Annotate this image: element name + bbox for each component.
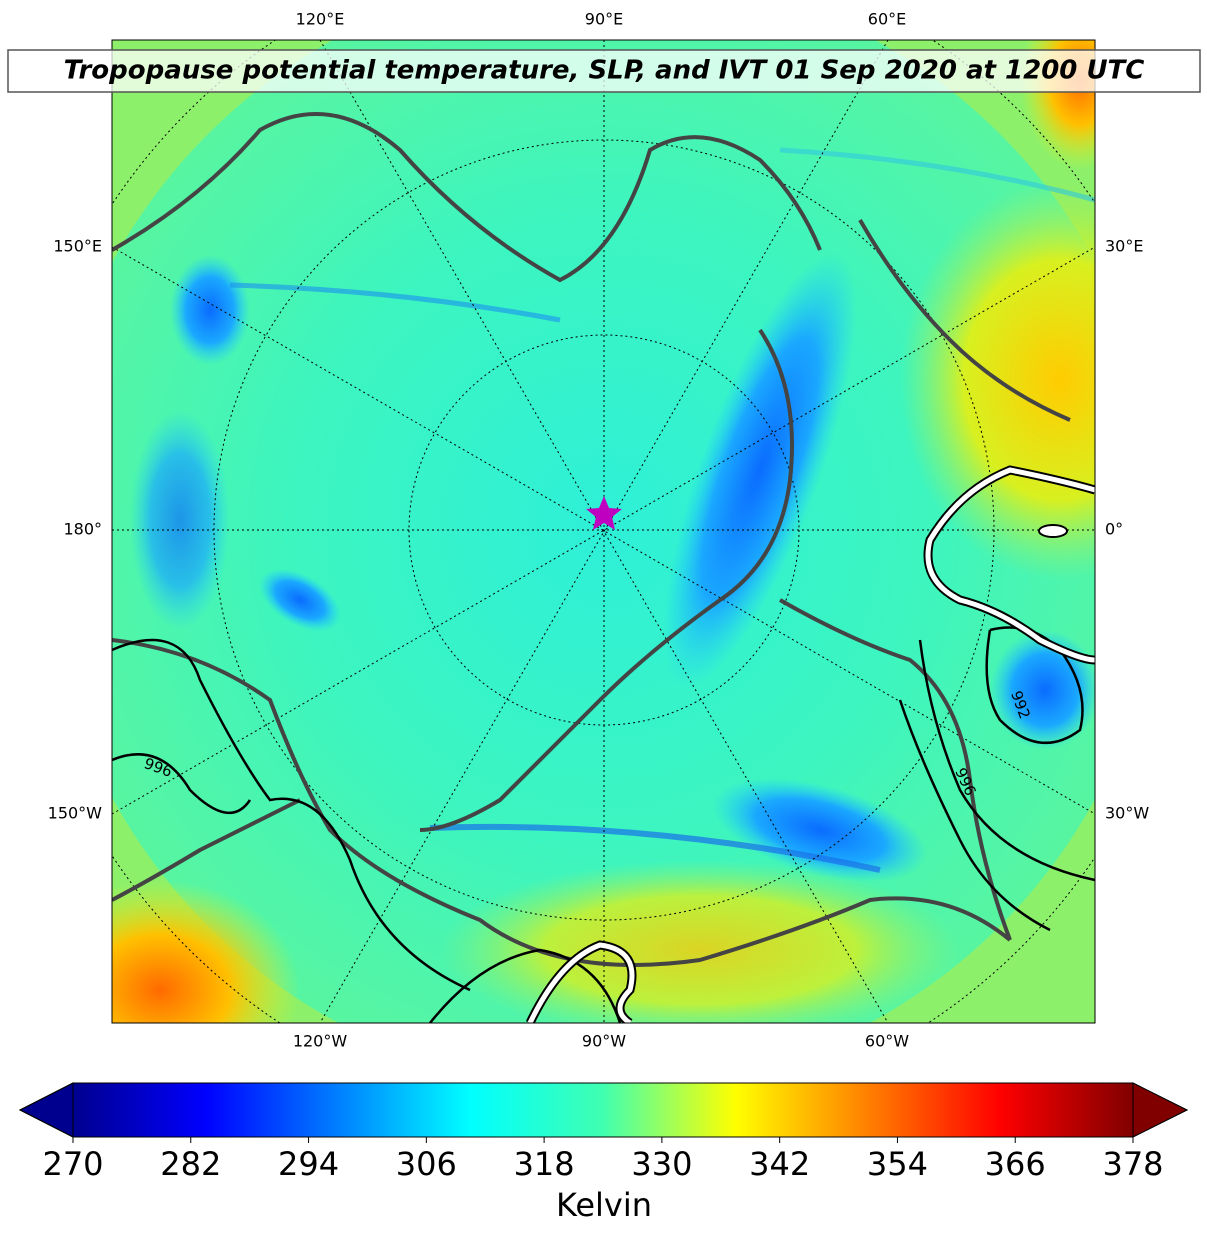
colorbar-tick-label: 330: [631, 1145, 692, 1183]
coastlines: [112, 112, 1071, 967]
title-box: [7, 49, 1201, 93]
colorbar-tick-label: 318: [514, 1145, 575, 1183]
colorbar-tick-label: 294: [278, 1145, 339, 1183]
colorbar-tick-label: 378: [1102, 1145, 1163, 1183]
lon-label: 30°W: [1105, 804, 1149, 823]
title: Tropopause potential temperature, SLP, a…: [64, 56, 1145, 86]
lon-label: 120°E: [296, 10, 345, 29]
lon-label: 180°: [63, 520, 102, 539]
lon-label: 120°W: [293, 1032, 348, 1051]
lon-label: 150°W: [48, 804, 103, 823]
colorbar-extend-high: [1132, 1082, 1189, 1138]
colorbar-extend-low: [18, 1082, 74, 1138]
colorbar-tick-label: 354: [867, 1145, 928, 1183]
slp-contours: [112, 626, 1095, 1023]
colorbar: [73, 1083, 1133, 1137]
colorbar-tick-label: 306: [396, 1145, 457, 1183]
graticule: [112, 40, 1095, 1023]
lon-label: 90°W: [582, 1032, 626, 1051]
colorbar-tick-label: 366: [985, 1145, 1046, 1183]
colorbar-tick-label: 342: [749, 1145, 810, 1183]
lon-label: 60°E: [868, 10, 906, 29]
lon-label: 0°: [1105, 520, 1123, 539]
pole-star: [586, 496, 622, 530]
lon-label: 150°E: [53, 237, 102, 256]
map-field: [112, 40, 1095, 1023]
map-frame: [111, 39, 1096, 1024]
colorbar-label: Kelvin: [556, 1186, 652, 1224]
lon-label: 90°E: [585, 10, 623, 29]
lon-label: 60°W: [865, 1032, 909, 1051]
lon-label: 30°E: [1105, 237, 1143, 256]
colorbar-tick-label: 282: [160, 1145, 221, 1183]
colorbar-tick-label: 270: [42, 1145, 103, 1183]
